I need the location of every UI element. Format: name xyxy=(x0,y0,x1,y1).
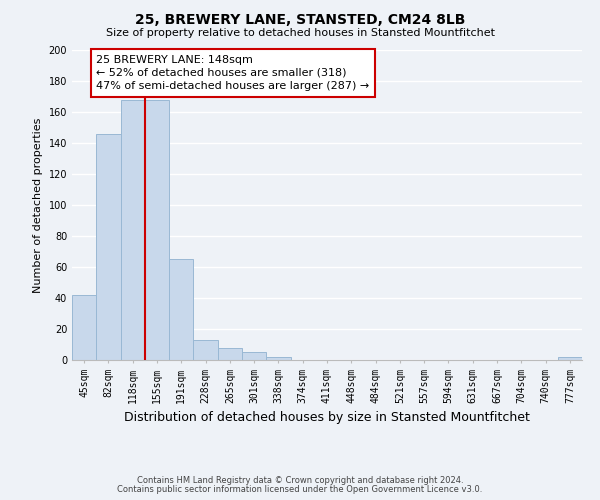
Bar xyxy=(121,100,145,360)
Text: Size of property relative to detached houses in Stansted Mountfitchet: Size of property relative to detached ho… xyxy=(106,28,494,38)
X-axis label: Distribution of detached houses by size in Stansted Mountfitchet: Distribution of detached houses by size … xyxy=(124,411,530,424)
Text: Contains public sector information licensed under the Open Government Licence v3: Contains public sector information licen… xyxy=(118,485,482,494)
Bar xyxy=(169,259,193,360)
Bar xyxy=(242,352,266,360)
Text: 25 BREWERY LANE: 148sqm
← 52% of detached houses are smaller (318)
47% of semi-d: 25 BREWERY LANE: 148sqm ← 52% of detache… xyxy=(96,54,370,91)
Text: Contains HM Land Registry data © Crown copyright and database right 2024.: Contains HM Land Registry data © Crown c… xyxy=(137,476,463,485)
Bar xyxy=(145,100,169,360)
Bar xyxy=(218,348,242,360)
Y-axis label: Number of detached properties: Number of detached properties xyxy=(33,118,43,292)
Bar xyxy=(96,134,121,360)
Bar xyxy=(266,357,290,360)
Bar xyxy=(72,295,96,360)
Bar xyxy=(558,357,582,360)
Bar xyxy=(193,340,218,360)
Text: 25, BREWERY LANE, STANSTED, CM24 8LB: 25, BREWERY LANE, STANSTED, CM24 8LB xyxy=(135,12,465,26)
